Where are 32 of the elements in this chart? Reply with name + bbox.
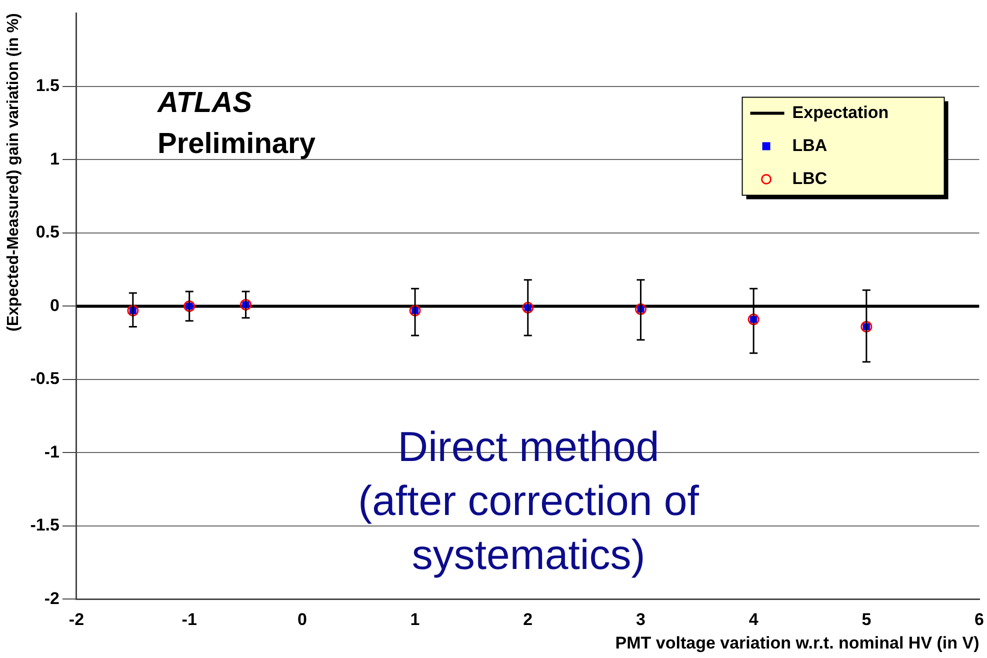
point	[240, 298, 252, 310]
x-tick-label: -2	[68, 610, 84, 630]
y-tick-label: -1	[44, 442, 60, 462]
y-tick-label: -1.5	[30, 516, 60, 535]
y-tick-label: 0	[50, 296, 60, 315]
legend-label: Expectation	[792, 102, 889, 122]
legend-label: LBA	[792, 136, 828, 155]
x-tick-label: 1	[410, 610, 420, 630]
y-tick-label: -2	[44, 588, 60, 608]
annotation: ATLAS	[156, 87, 253, 120]
y-tick-label: 1	[50, 149, 60, 168]
x-tick-label: -1	[182, 610, 197, 630]
point	[127, 304, 139, 316]
point	[860, 320, 872, 332]
x-tick-label: 2	[523, 610, 533, 630]
x-tick-label: 3	[636, 610, 646, 630]
legend-label: LBC	[792, 168, 828, 188]
point	[522, 302, 534, 314]
x-axis-title: PMT voltage variation w.r.t. nominal HV (in V)	[615, 633, 980, 652]
y-tick-label: -0.5	[30, 369, 60, 388]
x-tick-label: 4	[748, 610, 759, 630]
y-tick-label: 1.5	[36, 76, 60, 96]
point	[409, 304, 421, 316]
point	[748, 314, 760, 326]
annotation: Preliminary	[157, 128, 316, 160]
point	[634, 303, 646, 315]
y-axis-title: (Expected-Measured) gain variation (in %)	[5, 13, 22, 332]
x-tick-label: 5	[862, 610, 872, 630]
x-tick-label: 6	[974, 610, 984, 630]
y-tick-label: 0.5	[36, 222, 60, 242]
point	[184, 300, 196, 312]
x-tick-label: 0	[297, 610, 307, 630]
